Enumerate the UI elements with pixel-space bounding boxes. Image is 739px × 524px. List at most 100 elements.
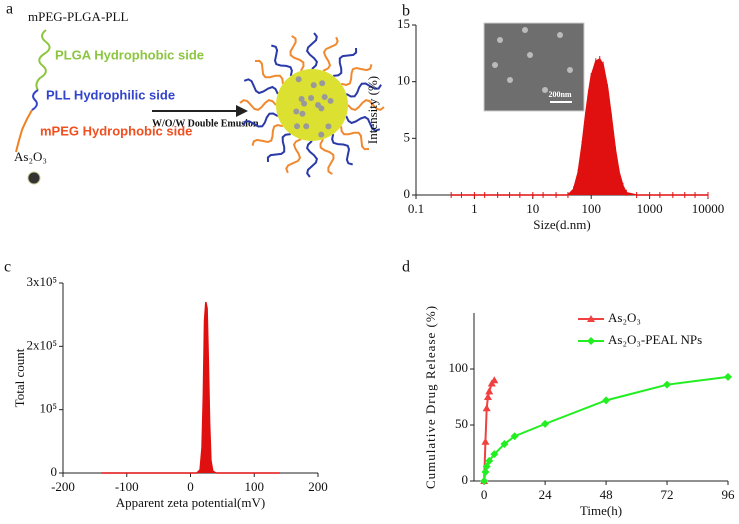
drug-dot — [294, 123, 301, 130]
micelle-arm — [266, 133, 291, 163]
x-axis-label: Time(h) — [580, 503, 622, 518]
marker — [510, 432, 519, 441]
plga-chain — [35, 29, 51, 91]
marker — [663, 380, 672, 389]
panel-a: a mPEG-PLGA-PLL PLGA Hydrophobic side PL… — [6, 1, 385, 185]
y-tick-label: 2x10⁵ — [26, 337, 57, 352]
x-tick-label: 0 — [187, 479, 194, 494]
curve — [101, 301, 280, 474]
drug-dot — [295, 76, 302, 83]
inset-particle — [497, 37, 503, 43]
y-tick-label: 0 — [51, 464, 58, 479]
drug-dot — [298, 95, 305, 102]
micelle-arm — [251, 124, 284, 146]
x-axis-label: Apparent zeta potential(mV) — [116, 495, 265, 510]
marker — [541, 419, 550, 428]
drug-dot — [308, 95, 315, 102]
marker — [485, 387, 494, 395]
mpeg-label: mPEG Hydrophobic side — [40, 123, 192, 138]
drug-dot — [327, 97, 334, 104]
pll-label: PLL Hydrophilic side — [46, 87, 175, 102]
x-tick-label: 1000 — [637, 201, 663, 216]
marker — [500, 440, 509, 449]
inset-particle — [542, 87, 548, 93]
micelle-arm — [347, 99, 385, 111]
micelle-arm — [319, 138, 335, 175]
x-tick-label: 0 — [481, 487, 488, 502]
drug-dot — [301, 100, 308, 107]
drug-dot — [318, 131, 325, 138]
micelle-arm — [340, 64, 373, 86]
inset-particle — [557, 32, 563, 38]
legend-label: As₂O₃ — [608, 310, 641, 325]
y-axis-label: Intensity (%) — [365, 76, 380, 144]
x-tick-label: 10000 — [692, 201, 725, 216]
y-tick-label: 50 — [455, 416, 468, 431]
marker — [587, 337, 595, 345]
x-tick-label: 0.1 — [408, 201, 424, 216]
x-tick-label: -200 — [51, 479, 75, 494]
micelle-core — [276, 69, 348, 141]
marker — [481, 468, 490, 477]
marker — [587, 315, 595, 322]
micelle-arm — [345, 82, 382, 98]
y-tick-label: 5 — [404, 129, 411, 144]
panel-label: c — [4, 259, 11, 276]
x-tick-label: 96 — [722, 487, 736, 502]
marker — [602, 396, 611, 405]
inset-particle — [567, 67, 573, 73]
drug-dot — [299, 110, 306, 117]
drug-label: As₂O₃ — [14, 149, 47, 164]
x-tick-label: 200 — [308, 479, 328, 494]
polymer-title: mPEG-PLGA-PLL — [28, 9, 128, 24]
process-label: W/O/W Double Emusion — [152, 118, 259, 129]
mpeg-chain — [15, 109, 33, 153]
marker — [482, 404, 491, 412]
y-tick-label: 15 — [397, 16, 410, 31]
micelle — [239, 32, 385, 178]
y-tick-label: 0 — [462, 472, 469, 487]
drug-dot — [303, 123, 310, 130]
x-tick-label: 10 — [526, 201, 539, 216]
drug-dot — [318, 105, 325, 112]
x-tick-label: 100 — [245, 479, 265, 494]
inset-particle — [492, 62, 498, 68]
marker — [485, 456, 494, 465]
micelle-arm — [289, 35, 305, 72]
drug-dot — [325, 123, 332, 130]
micelle-arm — [242, 112, 279, 128]
micelle-arm — [345, 115, 381, 132]
y-axis-label: Cumulative Drug Release (%) — [423, 305, 438, 489]
x-tick-label: 72 — [661, 487, 674, 502]
y-tick-label: 0 — [404, 186, 411, 201]
x-tick-label: 24 — [539, 487, 553, 502]
micelle-arm — [331, 133, 353, 166]
inset-particle — [507, 77, 513, 83]
micelle-arm — [239, 99, 277, 111]
inset-scale-label: 200nm — [548, 90, 571, 99]
micelle-arm — [271, 44, 293, 77]
marker — [483, 393, 492, 400]
y-tick-label: 10 — [397, 73, 410, 88]
panel-label: d — [402, 259, 410, 276]
micelle-arm — [306, 140, 318, 178]
y-tick-label: 3x10⁵ — [26, 274, 57, 289]
drug-dot — [321, 93, 328, 100]
drug-dot — [310, 82, 317, 89]
y-axis-label: Total count — [12, 348, 27, 407]
y-tick-label: 100 — [449, 360, 469, 375]
x-tick-label: -100 — [115, 479, 139, 494]
micelle-arm — [243, 78, 279, 95]
micelle-arm — [340, 126, 370, 151]
marker — [482, 462, 491, 471]
micelle-arm — [306, 32, 318, 70]
arrow-head — [236, 105, 248, 117]
drug-dot — [319, 80, 326, 87]
y-tick-label: 10⁵ — [39, 401, 57, 416]
drug-particle — [27, 171, 41, 185]
drug-dot — [293, 108, 300, 115]
x-tick-label: 100 — [581, 201, 601, 216]
legend-label: As₂O₃-PEAL NPs — [608, 332, 702, 347]
panel-label: a — [6, 1, 13, 18]
